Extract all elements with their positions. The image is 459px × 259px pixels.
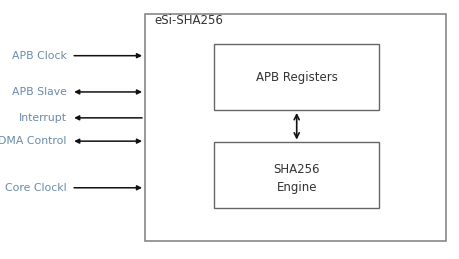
Text: Interrupt: Interrupt: [19, 113, 67, 123]
Text: DMA Control: DMA Control: [0, 136, 67, 146]
Text: APB Registers: APB Registers: [255, 71, 337, 84]
Text: Core Clockl: Core Clockl: [5, 183, 67, 193]
Text: APB Slave: APB Slave: [12, 87, 67, 97]
Text: Engine: Engine: [276, 181, 316, 194]
Bar: [213, 44, 379, 110]
Bar: [145, 14, 445, 241]
Text: eSi-SHA256: eSi-SHA256: [154, 14, 223, 27]
Text: SHA256: SHA256: [273, 163, 319, 176]
Bar: [213, 142, 379, 208]
Text: APB Clock: APB Clock: [12, 51, 67, 61]
